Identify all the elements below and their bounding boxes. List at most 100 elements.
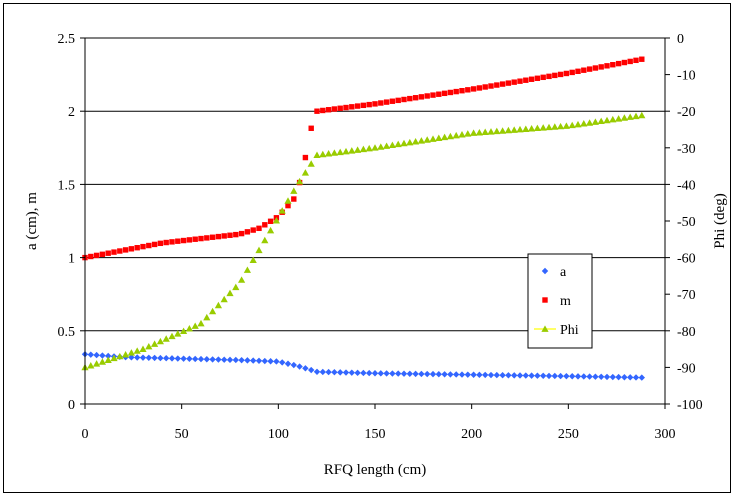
x-tick-label: 50	[175, 427, 189, 442]
y-right-tick-label: -20	[677, 105, 696, 120]
data-point-m	[360, 102, 367, 109]
data-point-phi	[574, 120, 582, 128]
data-point-phi	[151, 340, 159, 347]
data-point-a	[383, 370, 390, 377]
data-point-m	[366, 101, 372, 108]
data-point-phi	[342, 147, 350, 155]
data-point-phi	[307, 160, 315, 167]
data-point-phi	[104, 356, 112, 363]
y-right-tick-label: -80	[677, 325, 696, 340]
series-layer	[81, 56, 646, 381]
data-point-phi	[586, 119, 594, 126]
data-point-a	[360, 369, 367, 377]
data-point-a	[598, 373, 605, 381]
data-point-phi	[249, 256, 257, 264]
data-point-a	[522, 372, 529, 379]
data-point-m	[169, 239, 175, 245]
data-point-a	[592, 373, 599, 380]
data-point-a	[574, 373, 582, 380]
data-point-m	[627, 58, 633, 65]
data-point-m	[267, 218, 274, 224]
data-point-phi	[296, 177, 304, 185]
data-point-a	[319, 368, 326, 376]
data-point-m	[546, 73, 552, 80]
data-point-phi	[156, 337, 164, 345]
data-point-a	[569, 373, 576, 380]
data-point-m	[99, 251, 106, 258]
data-point-m	[511, 79, 517, 85]
data-point-phi	[232, 283, 240, 291]
data-point-m	[134, 245, 140, 251]
data-point-m	[105, 250, 111, 256]
data-point-m	[389, 98, 396, 104]
y-right-tick-label: -90	[677, 361, 696, 376]
data-point-a	[342, 369, 350, 376]
y-right-tick-label: -70	[677, 288, 696, 303]
y-left-tick-label: 0	[68, 398, 75, 413]
data-point-m	[146, 242, 152, 249]
data-point-m	[494, 82, 500, 88]
data-point-m	[151, 241, 158, 248]
data-point-m	[93, 252, 100, 259]
data-point-a	[586, 373, 593, 380]
data-point-phi	[406, 138, 414, 146]
data-point-m	[238, 230, 245, 237]
y-left-tick-label: 0.5	[58, 325, 76, 340]
data-point-phi	[93, 360, 101, 367]
data-point-a	[470, 371, 477, 378]
data-point-m	[598, 64, 604, 70]
data-point-phi	[394, 140, 402, 148]
data-point-m	[401, 96, 407, 103]
data-point-a	[366, 369, 373, 377]
data-point-a	[464, 371, 471, 378]
data-point-phi	[423, 136, 431, 143]
data-point-m	[633, 57, 639, 64]
data-point-a	[331, 369, 338, 376]
data-point-m	[610, 62, 616, 68]
data-point-a	[603, 373, 611, 381]
data-point-a	[609, 373, 616, 381]
data-point-phi	[301, 169, 309, 176]
data-point-m	[465, 87, 471, 93]
data-point-phi	[272, 217, 280, 224]
data-point-a	[157, 354, 164, 362]
data-point-m	[482, 84, 488, 90]
data-point-a	[325, 368, 332, 376]
data-point-phi	[174, 330, 182, 337]
y-right-tick-label: -30	[677, 142, 696, 157]
data-point-a	[406, 370, 413, 377]
data-point-m	[604, 63, 610, 69]
data-point-phi	[533, 124, 541, 132]
data-point-m	[412, 95, 419, 101]
y-left-tick-label: 2	[68, 105, 75, 120]
data-point-a	[203, 356, 210, 363]
data-point-phi	[110, 354, 118, 362]
data-point-a	[458, 371, 466, 378]
series-m	[82, 56, 645, 261]
data-point-a	[221, 356, 228, 363]
data-point-m	[140, 243, 146, 250]
data-point-m	[157, 240, 164, 247]
data-point-phi	[539, 124, 547, 131]
data-point-m	[221, 233, 227, 239]
data-point-phi	[551, 123, 559, 130]
data-point-a	[499, 371, 506, 379]
data-point-phi	[261, 236, 269, 244]
data-point-phi	[510, 126, 518, 133]
data-point-phi	[127, 349, 135, 356]
data-point-phi	[145, 342, 153, 350]
data-point-a	[174, 355, 181, 362]
data-point-m	[192, 236, 198, 242]
data-point-phi	[197, 319, 205, 327]
data-point-m	[117, 248, 123, 254]
data-point-phi	[591, 118, 599, 125]
y-right-axis-title: Phi (deg)	[712, 193, 728, 248]
data-point-a	[134, 354, 141, 361]
data-point-phi	[493, 127, 501, 135]
data-point-phi	[122, 350, 130, 358]
legend-marker-m	[542, 297, 548, 303]
data-point-m	[128, 246, 135, 252]
data-point-phi	[632, 112, 640, 120]
data-point-phi	[499, 127, 507, 134]
data-point-phi	[330, 149, 338, 156]
